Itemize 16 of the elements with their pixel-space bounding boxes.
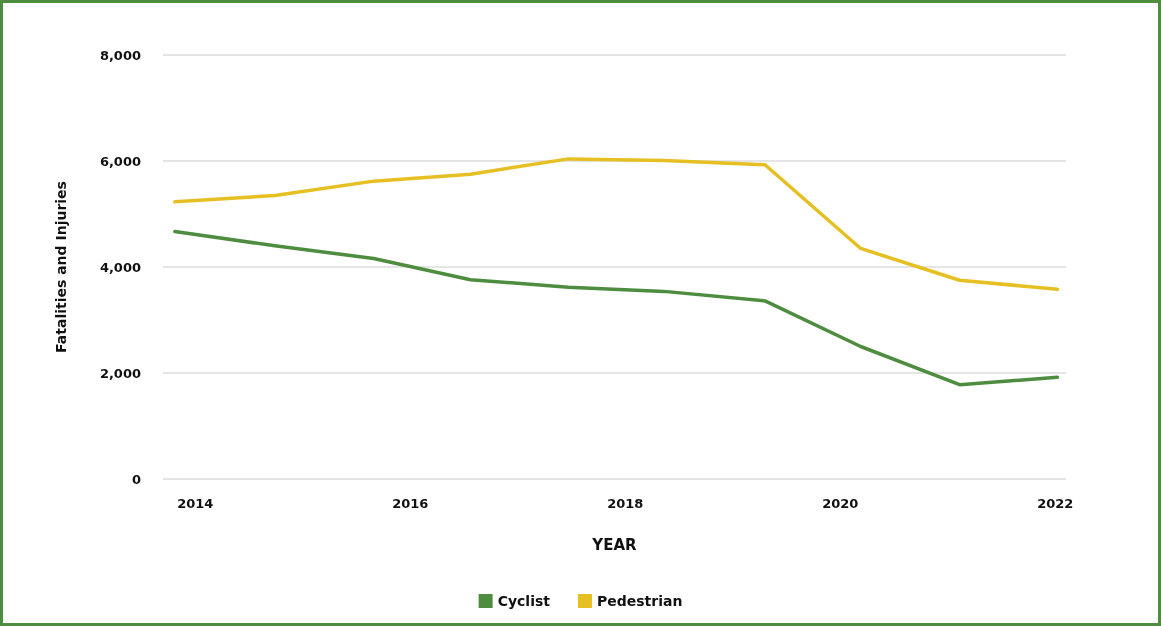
x-tick-label: 2022 xyxy=(1037,496,1074,511)
x-tick-label: 2016 xyxy=(392,496,429,511)
y-tick-label: 2,000 xyxy=(99,365,141,381)
y-tick-label: 8,000 xyxy=(99,47,141,63)
line-series xyxy=(173,229,1060,387)
y-tick-label: 0 xyxy=(131,471,141,487)
y-tick-label: 4,000 xyxy=(99,259,141,275)
legend-label: Pedestrian xyxy=(596,593,683,609)
x-tick-label: 2014 xyxy=(177,496,214,511)
x-axis-title: YEAR xyxy=(591,535,638,554)
x-tick-label: 2018 xyxy=(607,496,644,511)
line-series xyxy=(173,157,1060,292)
y-tick-label: 6,000 xyxy=(99,153,141,169)
legend-label: Cyclist xyxy=(497,593,551,609)
x-tick-label: 2020 xyxy=(822,496,859,511)
y-axis-title: Fatalities and Injuries xyxy=(53,181,69,353)
